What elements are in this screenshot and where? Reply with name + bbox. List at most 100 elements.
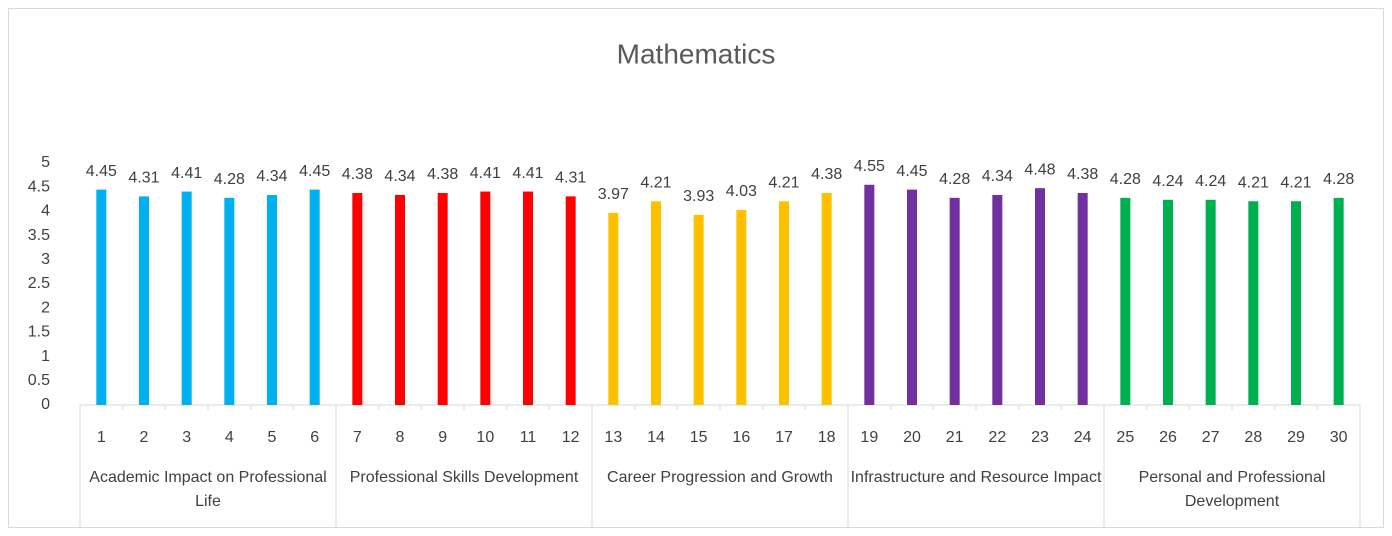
group-label: Academic Impact on Professional Life	[89, 469, 327, 510]
bar	[821, 193, 832, 405]
x-tick-label: 6	[310, 429, 319, 446]
group-label-box: Personal and Professional Development	[1138, 469, 1326, 510]
bar	[651, 201, 661, 405]
data-label: 4.21	[1280, 174, 1311, 191]
bar	[1248, 201, 1259, 405]
data-label: 4.24	[1152, 173, 1183, 190]
x-tick-label: 17	[775, 429, 793, 446]
x-tick-label: 4	[225, 429, 234, 446]
bar	[181, 191, 192, 405]
x-tick-label: 9	[438, 429, 447, 446]
x-tick-label: 23	[1031, 429, 1049, 446]
chart-title: Mathematics	[617, 38, 776, 69]
group-label: Infrastructure and Resource Impact	[850, 469, 1102, 486]
group-label-box: Career Progression and Growth	[607, 469, 833, 486]
bar	[608, 212, 619, 405]
y-tick-label: 3	[41, 251, 50, 268]
data-label: 4.41	[512, 165, 543, 182]
bar	[224, 197, 235, 405]
bar	[1291, 201, 1301, 405]
x-tick-label: 8	[396, 429, 405, 446]
data-label: 4.55	[854, 158, 885, 175]
x-tick-label: 29	[1287, 429, 1305, 446]
x-tick-label: 19	[860, 429, 878, 446]
bar	[565, 196, 576, 405]
y-tick-label: 3.5	[28, 227, 50, 244]
x-tick-label: 3	[182, 429, 191, 446]
y-tick-label: 5	[41, 154, 50, 171]
bar	[992, 194, 1003, 405]
bar	[1205, 199, 1216, 405]
bar	[949, 197, 960, 405]
bar	[480, 191, 491, 405]
bar	[1120, 197, 1131, 405]
bar	[736, 209, 747, 405]
bar	[779, 201, 789, 405]
x-tick-label: 15	[690, 429, 708, 446]
data-label: 4.31	[555, 170, 586, 187]
data-label: 4.48	[1024, 161, 1055, 178]
bar	[864, 184, 875, 405]
bar	[352, 193, 363, 405]
x-tick-label: 7	[353, 429, 362, 446]
x-tick-label: 14	[647, 429, 665, 446]
x-tick-label: 1	[97, 429, 106, 446]
x-tick-label: 13	[604, 429, 622, 446]
data-label: 4.38	[342, 166, 373, 183]
bar	[139, 196, 149, 405]
x-tick-label: 20	[903, 429, 921, 446]
bar	[309, 189, 320, 405]
x-tick-label: 18	[818, 429, 836, 446]
x-tick-label: 16	[732, 429, 750, 446]
x-tick-label: 30	[1330, 429, 1348, 446]
x-tick-label: 24	[1074, 429, 1092, 446]
data-label: 4.28	[1323, 171, 1354, 188]
data-label: 4.21	[1238, 174, 1269, 191]
y-tick-label: 2	[41, 299, 50, 316]
data-label: 4.28	[939, 171, 970, 188]
x-tick-label: 25	[1116, 429, 1134, 446]
data-label: 4.41	[470, 165, 501, 182]
bar	[267, 194, 277, 405]
data-label: 4.45	[299, 163, 330, 180]
y-tick-label: 2.5	[28, 275, 50, 292]
x-tick-label: 22	[988, 429, 1006, 446]
data-label: 4.41	[171, 165, 202, 182]
data-label: 4.28	[1110, 171, 1141, 188]
data-label: 4.21	[768, 174, 799, 191]
bar	[907, 189, 917, 405]
x-tick-label: 27	[1202, 429, 1220, 446]
x-tick-label: 26	[1159, 429, 1177, 446]
data-label: 4.38	[811, 166, 842, 183]
group-label: Career Progression and Growth	[607, 469, 833, 486]
data-label: 4.28	[214, 171, 245, 188]
data-label: 4.45	[86, 163, 117, 180]
x-tick-label: 10	[476, 429, 494, 446]
x-tick-label: 2	[140, 429, 149, 446]
x-tick-label: 5	[268, 429, 277, 446]
y-tick-label: 1.5	[28, 324, 50, 341]
y-tick-label: 0.5	[28, 372, 50, 389]
data-label: 4.03	[726, 183, 757, 200]
y-tick-label: 4	[41, 203, 50, 220]
data-label: 4.38	[427, 166, 458, 183]
x-tick-label: 11	[520, 429, 537, 446]
bar	[1035, 188, 1045, 405]
y-tick-label: 0	[41, 396, 50, 413]
bar	[693, 214, 704, 405]
data-label: 3.97	[598, 186, 629, 203]
data-label: 4.34	[384, 168, 415, 185]
data-label: 4.21	[640, 174, 671, 191]
group-label: Personal and Professional Development	[1138, 469, 1326, 510]
bar	[437, 193, 448, 405]
y-tick-label: 1	[41, 348, 50, 365]
bar	[1077, 193, 1088, 405]
group-label-box: Infrastructure and Resource Impact	[850, 469, 1102, 486]
data-label: 4.34	[256, 168, 287, 185]
data-label: 4.45	[896, 163, 927, 180]
data-label: 4.38	[1067, 166, 1098, 183]
bar	[96, 189, 107, 405]
data-label: 3.93	[683, 188, 714, 205]
group-label: Professional Skills Development	[349, 469, 579, 486]
